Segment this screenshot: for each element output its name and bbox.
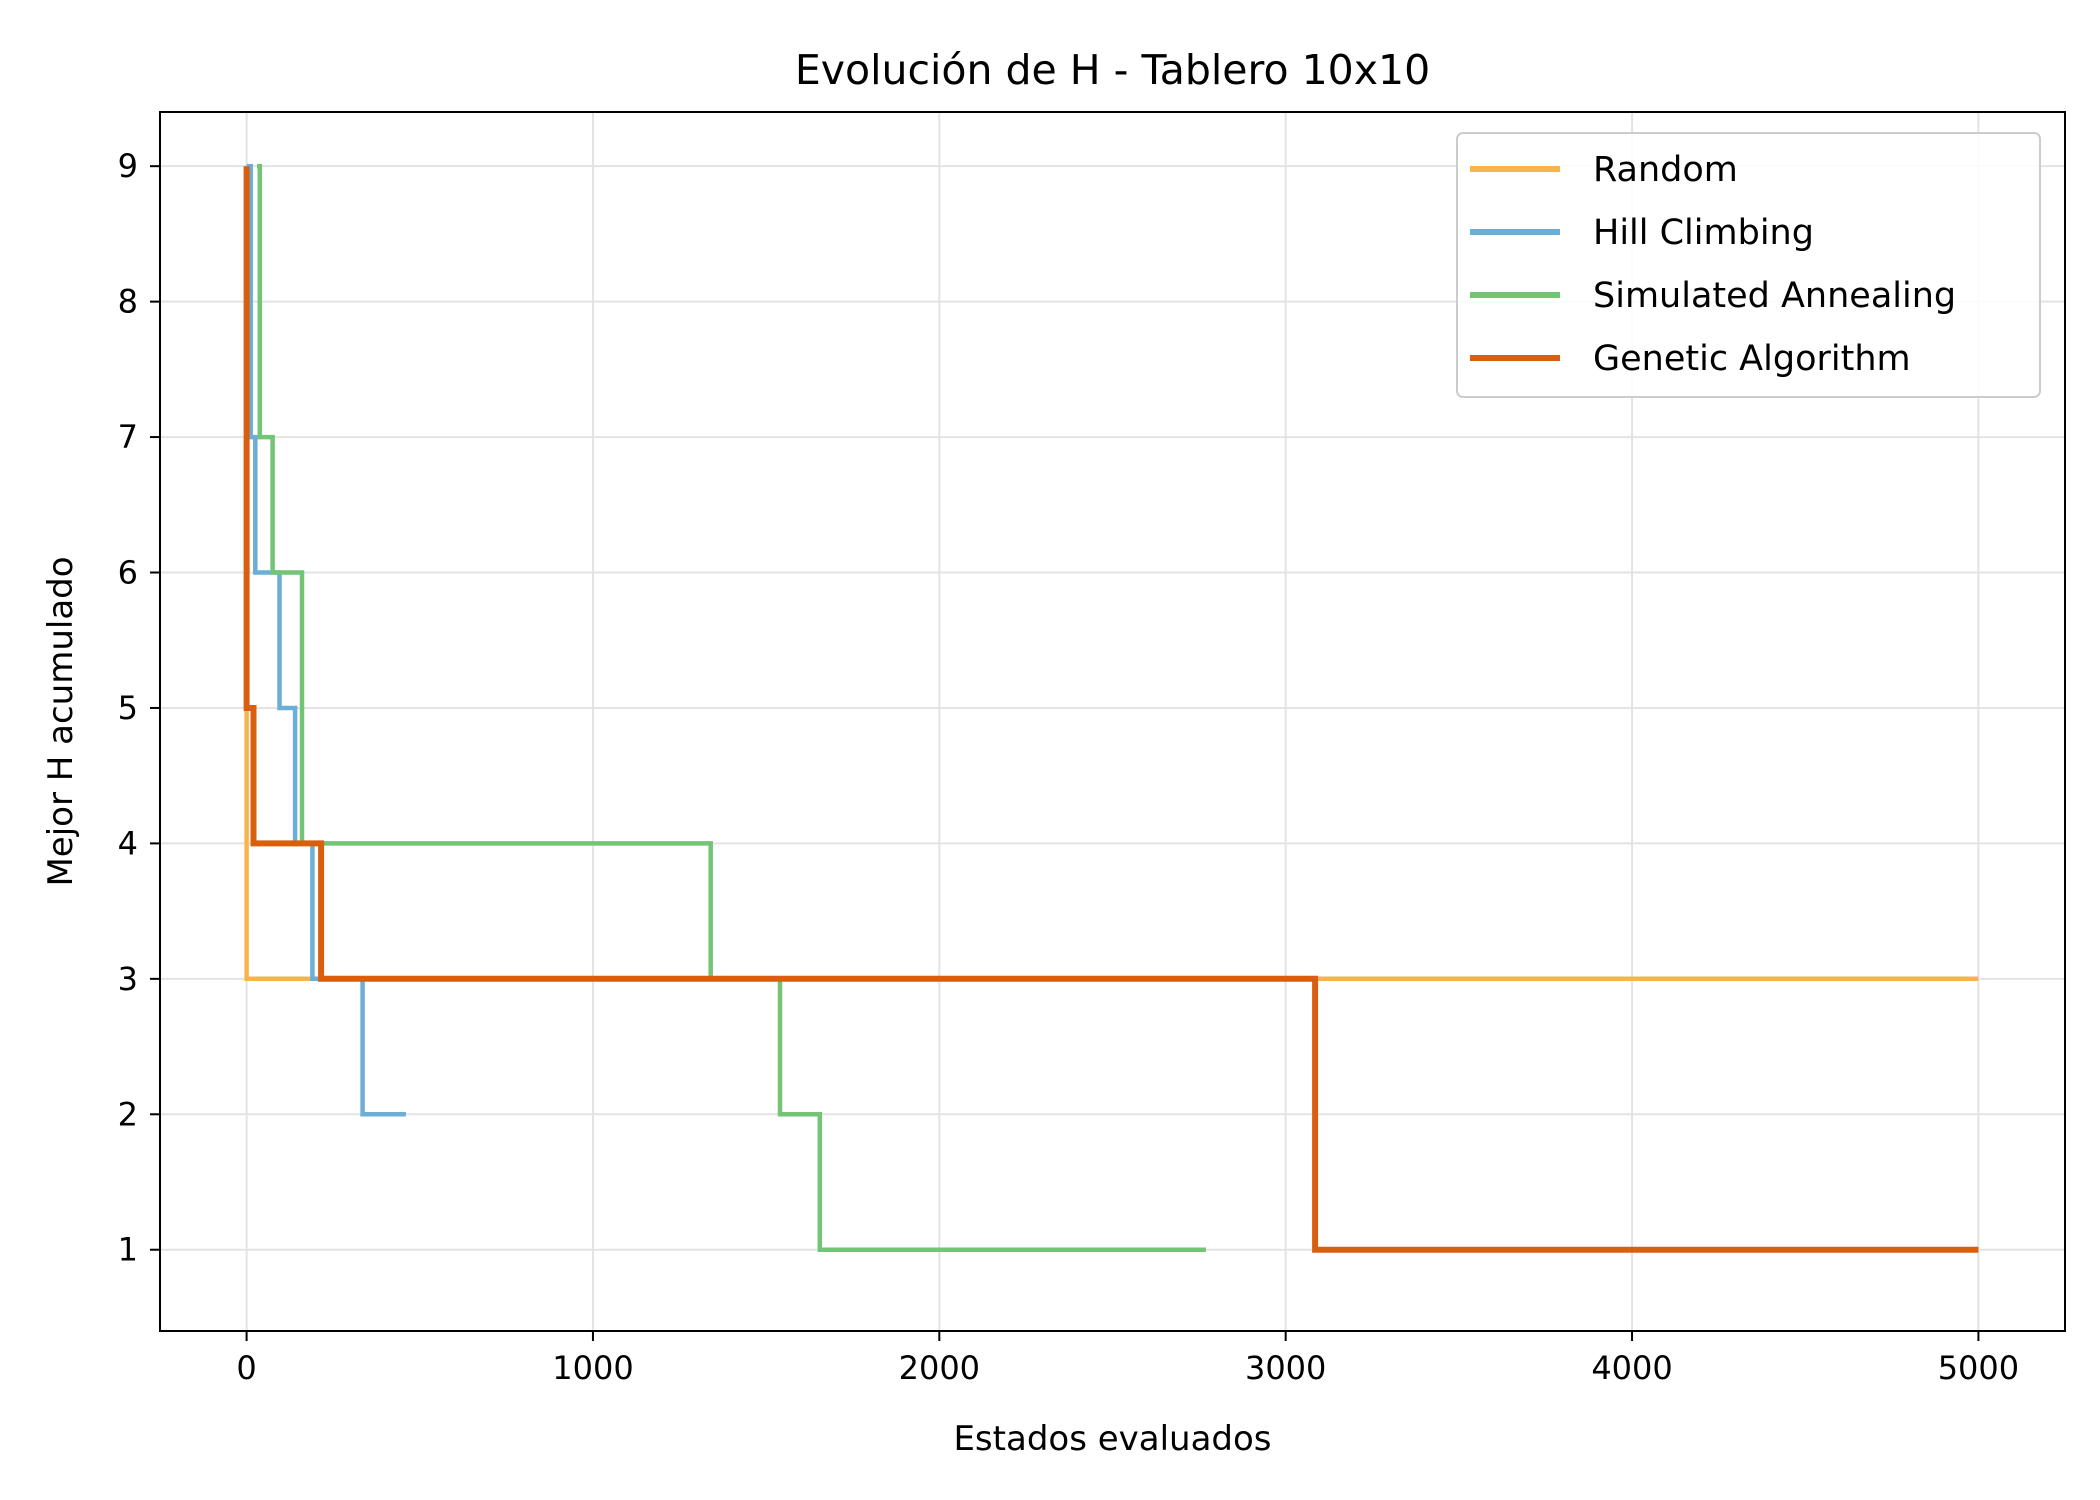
legend: Random Hill Climbing Simulated Annealing Ge… — [1456, 132, 2041, 398]
x-tick-label: 3000 — [1245, 1349, 1326, 1387]
chart-title: Evolución de H - Tablero 10x10 — [795, 46, 1430, 94]
y-axis-ticks: 1 2 3 4 5 6 7 8 9 — [118, 147, 160, 1269]
plot-frame — [159, 111, 2066, 1332]
y-tick-label: 5 — [118, 689, 138, 727]
y-tick-label: 7 — [118, 418, 138, 456]
x-tick-label: 1000 — [552, 1349, 633, 1387]
legend-label: Hill Climbing — [1593, 213, 1814, 253]
x-tick-label: 4000 — [1591, 1349, 1672, 1387]
x-tick-label: 2000 — [899, 1349, 980, 1387]
series-line-simulated-annealing — [257, 163, 1206, 1252]
legend-label: Random — [1593, 150, 1738, 190]
y-tick-label: 4 — [118, 824, 138, 862]
legend-label: Genetic Algorithm — [1593, 339, 1911, 379]
y-tick-label: 3 — [118, 960, 138, 998]
legend-label: Simulated Annealing — [1593, 276, 1956, 316]
series-layer — [243, 163, 1979, 1253]
x-tick-label: 0 — [236, 1349, 256, 1387]
legend-box — [1456, 132, 2041, 398]
x-axis-label: Estados evaluados — [953, 1419, 1271, 1459]
series-line-genetic-algorithm — [243, 166, 1979, 1253]
y-tick-label: 1 — [118, 1231, 138, 1269]
y-axis-label: Mejor H acumulado — [41, 556, 81, 886]
y-tick-label: 6 — [118, 554, 138, 592]
y-tick-label: 8 — [118, 283, 138, 321]
y-tick-label: 9 — [118, 147, 138, 185]
y-tick-label: 2 — [118, 1095, 138, 1133]
x-axis-ticks: 0 1000 2000 3000 4000 5000 — [236, 1331, 2019, 1387]
x-tick-label: 5000 — [1938, 1349, 2019, 1387]
